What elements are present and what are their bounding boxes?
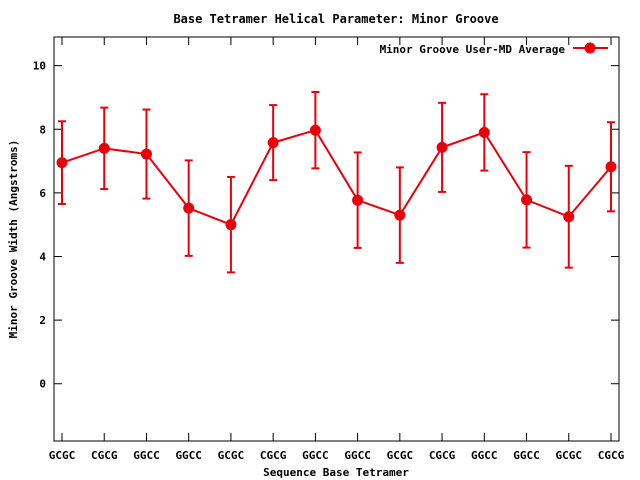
legend-label: Minor Groove User-MD Average [380,43,566,56]
x-tick-label: GGCC [471,449,498,462]
series-layer [56,91,617,274]
x-tick-label: GCGC [387,449,414,462]
data-point [563,211,575,223]
data-point [478,126,490,138]
x-tick-label: GGCC [302,449,329,462]
x-tick-label: GCGC [218,449,245,462]
data-point [225,219,237,231]
data-point [267,137,279,149]
legend: Minor Groove User-MD Average [380,42,608,56]
data-point [521,194,533,206]
x-axis-ticks: GCGC CGCG GGCC GGCC GCGC CGCG GGCC GGCC GCGC CGCG… [49,37,625,462]
y-tick-label: 2 [39,314,46,327]
x-tick-label: CGCG [260,449,287,462]
x-tick-label: CGCG [598,449,625,462]
x-tick-label: GGCC [513,449,540,462]
data-point [183,202,195,214]
x-axis-label: Sequence Base Tetramer [263,466,409,479]
y-tick-label: 6 [39,187,46,200]
data-point [140,148,152,160]
x-tick-label: CGCG [429,449,456,462]
series-line [61,129,612,226]
y-tick-label: 4 [39,250,46,263]
x-tick-label: CGCG [91,449,118,462]
data-point [436,141,448,153]
data-point [56,157,68,169]
data-point [394,209,406,221]
data-point [98,142,110,154]
x-tick-label: GCGC [556,449,583,462]
chart-title: Base Tetramer Helical Parameter: Minor G… [173,12,498,26]
y-tick-label: 0 [39,378,46,391]
x-tick-label: GCGC [49,449,76,462]
data-point [309,124,321,136]
y-tick-label: 10 [33,60,46,73]
x-tick-label: GGCC [175,449,202,462]
y-axis-label: Minor Groove Width (Angstroms) [7,140,20,339]
y-tick-label: 8 [39,123,46,136]
data-point [605,161,617,173]
x-tick-label: GGCC [133,449,160,462]
legend-marker [584,42,596,54]
x-tick-label: GGCC [344,449,371,462]
data-point [352,194,364,206]
plot-area-border [53,36,620,442]
y-axis-ticks: 0 2 4 6 8 10 [33,60,619,391]
